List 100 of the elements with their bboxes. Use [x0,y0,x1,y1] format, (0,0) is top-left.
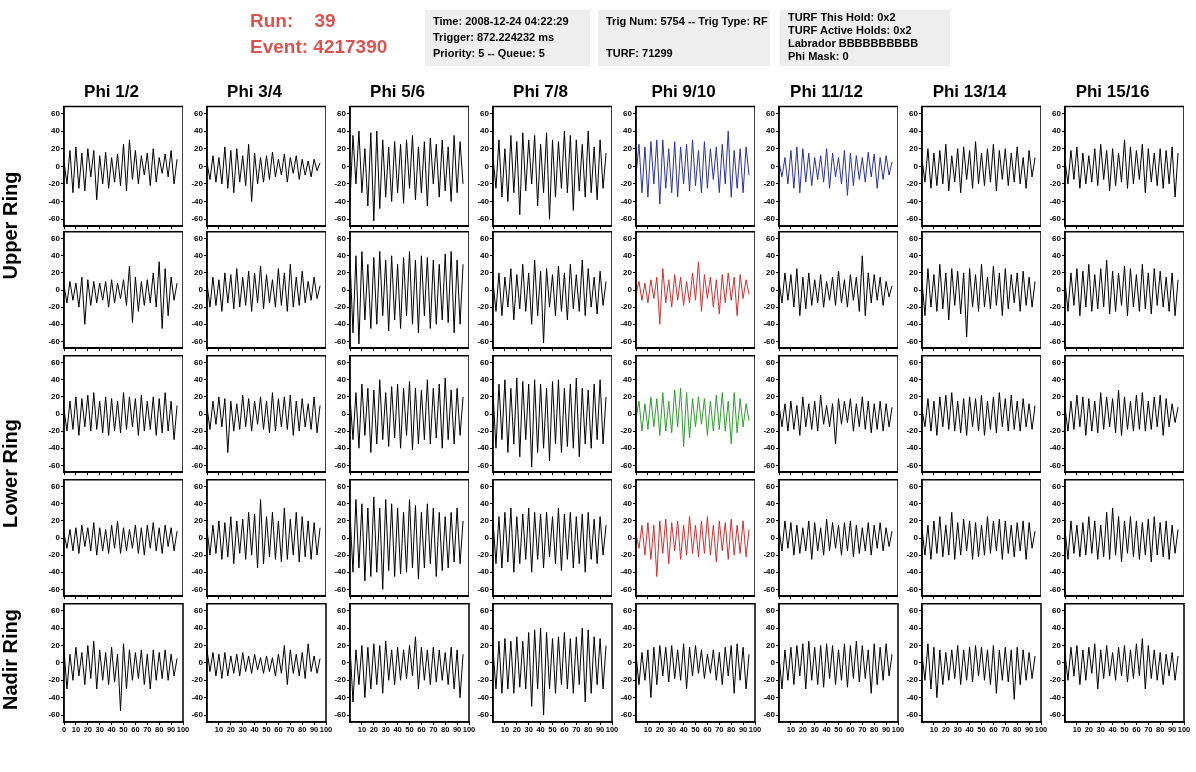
y-tick-label: 40 [51,498,61,508]
y-tick-label: 60 [337,357,347,367]
y-tick-label: -40 [906,443,919,453]
y-tick-label: 20 [623,268,633,278]
y-tick-label: 60 [766,481,776,491]
chart-title: Phi 15/16 [1075,81,1150,101]
y-tick-label: -60 [191,336,204,346]
y-tick-label: -60 [48,710,61,720]
y-tick-label: -20 [763,302,776,312]
y-tick-label: -20 [48,550,61,560]
y-tick-label: 40 [766,126,776,136]
y-tick-label: 60 [51,357,61,367]
y-tick-label: -60 [763,710,776,720]
y-tick-label: 20 [51,268,61,278]
y-tick-label: 0 [770,161,776,171]
y-tick-label: 60 [909,605,919,615]
y-tick-label: 20 [623,516,633,526]
y-tick-label: -40 [763,319,776,329]
y-tick-label: -20 [763,426,776,436]
y-tick-label: -60 [48,584,61,594]
text: Run: 39 [250,10,336,32]
y-tick-label: 20 [1052,143,1062,153]
y-tick-label: 0 [55,533,61,543]
y-tick-label: 40 [51,374,61,384]
y-tick-label: 40 [51,623,61,633]
y-tick-label: 40 [909,623,919,633]
y-tick-label: 20 [480,640,490,650]
y-tick-label: 0 [627,658,633,668]
y-tick-label: 0 [913,161,919,171]
y-tick-label: 60 [1052,357,1062,367]
y-tick-label: 40 [194,374,204,384]
y-tick-label: -40 [906,692,919,702]
y-tick-label: -20 [620,550,633,560]
y-tick-label: -20 [191,675,204,685]
y-tick-label: -20 [477,179,490,189]
y-tick-label: -40 [1049,692,1062,702]
y-tick-label: 0 [1056,409,1062,419]
y-tick-label: -20 [620,302,633,312]
y-tick-label: 40 [623,623,633,633]
text: Trig Num: 5754 -- Trig Type: RF [606,14,768,29]
y-tick-label: 60 [623,233,633,243]
y-tick-label: -60 [334,584,347,594]
y-tick-label: 20 [194,640,204,650]
y-tick-label: 0 [484,658,490,668]
y-tick-label: 40 [194,250,204,260]
chart-title: Phi 3/4 [227,81,283,101]
y-tick-label: 40 [623,126,633,136]
y-tick-label: 20 [623,143,633,153]
y-tick-label: -40 [1049,196,1062,206]
y-tick-label: -60 [334,460,347,470]
y-tick-label: 40 [337,126,347,136]
y-tick-label: 20 [480,392,490,402]
y-tick-label: -40 [48,567,61,577]
y-tick-label: -60 [763,214,776,224]
y-tick-label: 0 [198,658,204,668]
y-tick-label: 0 [770,285,776,295]
y-tick-label: -60 [191,584,204,594]
y-tick-label: -60 [906,710,919,720]
y-tick-label: -40 [1049,443,1062,453]
y-tick-label: 0 [484,285,490,295]
y-tick-label: 40 [337,250,347,260]
y-tick-label: 20 [51,143,61,153]
y-tick-label: -40 [477,196,490,206]
text: Labrador BBBBBBBBBB [788,37,920,50]
y-tick-label: 40 [1052,250,1062,260]
y-tick-label: 20 [909,640,919,650]
y-tick-label: 40 [194,498,204,508]
y-tick-label: -60 [48,460,61,470]
y-tick-label: 20 [1052,392,1062,402]
y-tick-label: -20 [191,302,204,312]
y-tick-label: 60 [194,481,204,491]
y-tick-label: 60 [51,605,61,615]
y-tick-label: 20 [51,392,61,402]
y-tick-label: -20 [48,426,61,436]
y-tick-label: 40 [51,250,61,260]
y-tick-label: -20 [334,426,347,436]
text: Priority: 5 -- Queue: 5 [433,46,546,61]
text: Trigger: 872.224232 ms [433,30,556,45]
y-tick-label: 0 [198,533,204,543]
y-tick-label: -40 [763,692,776,702]
y-tick-label: -60 [191,710,204,720]
y-tick-label: 40 [480,126,490,136]
y-tick-label: -20 [477,675,490,685]
y-tick-label: -40 [620,567,633,577]
y-tick-label: -60 [620,710,633,720]
y-tick-label: 20 [909,392,919,402]
y-tick-label: -60 [906,584,919,594]
y-tick-label: -20 [334,550,347,560]
y-tick-label: 60 [51,233,61,243]
y-tick-label: 60 [337,605,347,615]
y-tick-label: -40 [477,692,490,702]
y-tick-label: 60 [909,357,919,367]
y-tick-label: 20 [194,143,204,153]
text: TURF This Hold: 0x2 [788,11,897,24]
y-tick-label: 40 [194,126,204,136]
chart-title: Phi 11/12 [790,81,863,101]
y-tick-label: -20 [620,179,633,189]
y-tick-label: -20 [191,179,204,189]
y-tick-label: -20 [191,550,204,560]
y-tick-label: -40 [334,443,347,453]
